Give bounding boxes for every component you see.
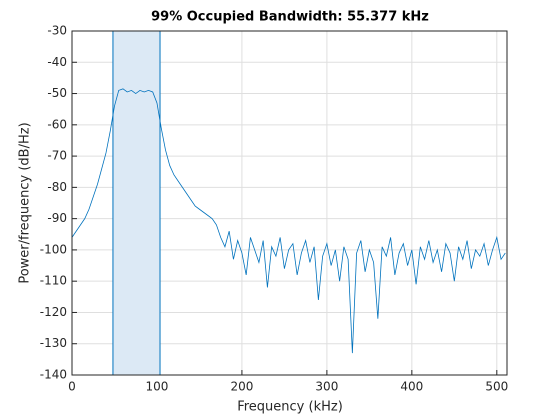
y-tick-label: -120 [40, 305, 67, 319]
y-tick-label: -70 [47, 149, 67, 163]
y-axis-label: Power/frequency (dB/Hz) [18, 122, 33, 283]
x-tick-label: 400 [400, 380, 423, 394]
y-tick-label: -100 [40, 242, 67, 256]
x-tick-label: 500 [485, 380, 508, 394]
chart-title: 99% Occupied Bandwidth: 55.377 kHz [151, 10, 429, 25]
occupied-band [112, 31, 161, 375]
x-axis-label: Frequency (kHz) [237, 400, 343, 415]
y-tick-label: -90 [47, 211, 67, 225]
plot-frame [71, 30, 508, 376]
y-tick-label: -80 [47, 180, 67, 194]
y-tick-label: -40 [47, 55, 67, 69]
psd-line [71, 88, 506, 354]
x-tick-label: 100 [146, 380, 169, 394]
y-tick-label: -60 [47, 117, 67, 131]
y-tick-label: -110 [40, 274, 67, 288]
y-tick-label: -130 [40, 336, 67, 350]
x-tick-label: 0 [68, 380, 76, 394]
y-tick-label: -50 [47, 86, 67, 100]
y-tick-label: -140 [40, 368, 67, 382]
x-tick-label: 300 [315, 380, 338, 394]
y-tick-label: -30 [47, 24, 67, 38]
x-tick-label: 200 [230, 380, 253, 394]
